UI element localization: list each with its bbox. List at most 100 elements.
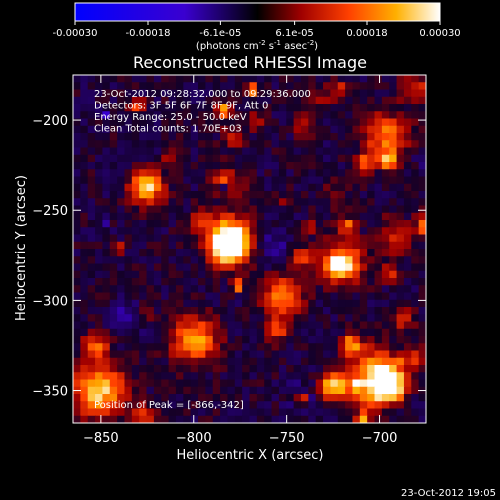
heatmap-cell (403, 125, 412, 134)
heatmap-cell (271, 292, 280, 301)
heatmap-cell (175, 343, 184, 352)
heatmap-cell (227, 350, 236, 359)
heatmap-cell (234, 292, 243, 301)
heatmap-cell (95, 256, 104, 265)
heatmap-cell (337, 270, 346, 279)
heatmap-cell (220, 394, 229, 402)
heatmap-cell (315, 118, 324, 127)
heatmap-cell (95, 234, 104, 243)
heatmap-cell (352, 125, 361, 134)
heatmap-cell (330, 205, 339, 214)
heatmap-cell (220, 299, 229, 308)
heatmap-cell (183, 408, 192, 417)
heatmap-cell (300, 336, 309, 344)
heatmap-cell (256, 89, 265, 98)
heatmap-cell (183, 96, 192, 105)
heatmap-cell (168, 408, 177, 417)
heatmap-cell (153, 111, 162, 120)
heatmap-cell (403, 256, 412, 265)
heatmap-cell (374, 111, 383, 120)
heatmap-cell (183, 176, 192, 185)
heatmap-cell (403, 270, 412, 279)
heatmap-cell (396, 278, 405, 286)
heatmap-cell (80, 343, 89, 352)
heatmap-cell (117, 162, 126, 170)
heatmap-cell (124, 292, 133, 301)
colorbar-tick-label: 0.00030 (419, 28, 460, 39)
heatmap-cell (168, 321, 177, 330)
heatmap-cell (359, 183, 368, 192)
heatmap-cell (117, 89, 126, 98)
heatmap-cell (337, 176, 346, 185)
heatmap-cell (271, 183, 280, 192)
heatmap-cell (367, 408, 376, 417)
heatmap-cell (337, 212, 346, 221)
heatmap-cell (124, 220, 133, 228)
heatmap-cell (345, 227, 354, 236)
heatmap-cell (175, 394, 184, 402)
heatmap-cell (161, 328, 170, 337)
heatmap-cell (124, 328, 133, 337)
heatmap-cell (300, 263, 309, 272)
heatmap-cell (381, 183, 390, 192)
heatmap-cell (389, 96, 398, 105)
heatmap-cell (352, 249, 361, 257)
heatmap-cell (131, 408, 140, 417)
heatmap-cell (220, 350, 229, 359)
heatmap-cell (381, 220, 390, 228)
heatmap-cell (190, 198, 199, 207)
heatmap-cell (227, 408, 236, 417)
heatmap-cell (198, 321, 206, 330)
heatmap-cell (315, 234, 324, 243)
heatmap-cell (168, 307, 177, 315)
heatmap-cell (234, 96, 243, 105)
heatmap-cell (330, 365, 339, 373)
heatmap-cell (220, 328, 229, 337)
heatmap-cell (367, 285, 376, 294)
heatmap-cell (271, 212, 280, 221)
heatmap-cell (102, 82, 111, 91)
heatmap-cell (271, 249, 280, 257)
heatmap-cell (227, 285, 236, 294)
heatmap-cell (374, 307, 383, 315)
heatmap-cell (293, 147, 302, 156)
heatmap-cell (293, 285, 302, 294)
heatmap-cell (403, 82, 412, 91)
heatmap-cell (286, 104, 295, 112)
heatmap-cell (300, 350, 309, 359)
heatmap-cell (315, 394, 324, 402)
heatmap-cell (131, 220, 140, 228)
heatmap-cell (168, 154, 177, 163)
heatmap-cell (264, 299, 273, 308)
heatmap-cell (168, 118, 177, 127)
heatmap-cell (117, 154, 126, 163)
heatmap-cell (359, 75, 368, 83)
heatmap-cell (389, 75, 398, 83)
heatmap-cell (124, 227, 133, 236)
heatmap-cell (418, 75, 426, 83)
heatmap-cell (183, 234, 192, 243)
heatmap-cell (190, 307, 199, 315)
heatmap-cell (212, 321, 221, 330)
heatmap-cell (198, 118, 206, 127)
heatmap-cell (249, 234, 258, 243)
heatmap-cell (374, 256, 383, 265)
heatmap-cell (131, 278, 140, 286)
heatmap-cell (198, 212, 206, 221)
heatmap-cell (227, 96, 236, 105)
heatmap-cell (249, 227, 258, 236)
heatmap-cell (352, 379, 361, 388)
heatmap-cell (227, 89, 236, 98)
heatmap-cell (168, 372, 177, 381)
heatmap-cell (153, 241, 162, 250)
heatmap-cell (102, 249, 111, 257)
heatmap-cell (109, 176, 118, 185)
heatmap-cell (190, 96, 199, 105)
heatmap-cell (286, 270, 295, 279)
heatmap-cell (234, 263, 243, 272)
heatmap-cell (95, 118, 104, 127)
heatmap-cell (345, 321, 354, 330)
heatmap-cell (227, 104, 236, 112)
heatmap-cell (411, 415, 420, 423)
heatmap-cell (264, 75, 273, 83)
